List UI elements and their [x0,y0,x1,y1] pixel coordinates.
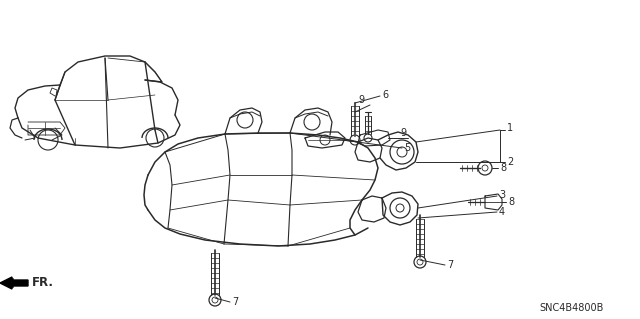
Text: 6: 6 [382,90,388,100]
Text: 3: 3 [499,190,505,200]
Text: 5: 5 [404,143,410,153]
Text: 8: 8 [508,197,514,207]
FancyArrow shape [0,277,28,289]
Text: 9: 9 [400,128,406,138]
Text: SNC4B4800B: SNC4B4800B [540,303,604,313]
Text: 1: 1 [507,123,513,133]
Text: FR.: FR. [32,277,54,290]
Text: 4: 4 [499,207,505,217]
Text: 7: 7 [447,260,453,270]
Text: 7: 7 [232,297,238,307]
Text: 8: 8 [500,163,506,173]
Text: 9: 9 [358,95,364,105]
Text: 2: 2 [507,157,513,167]
